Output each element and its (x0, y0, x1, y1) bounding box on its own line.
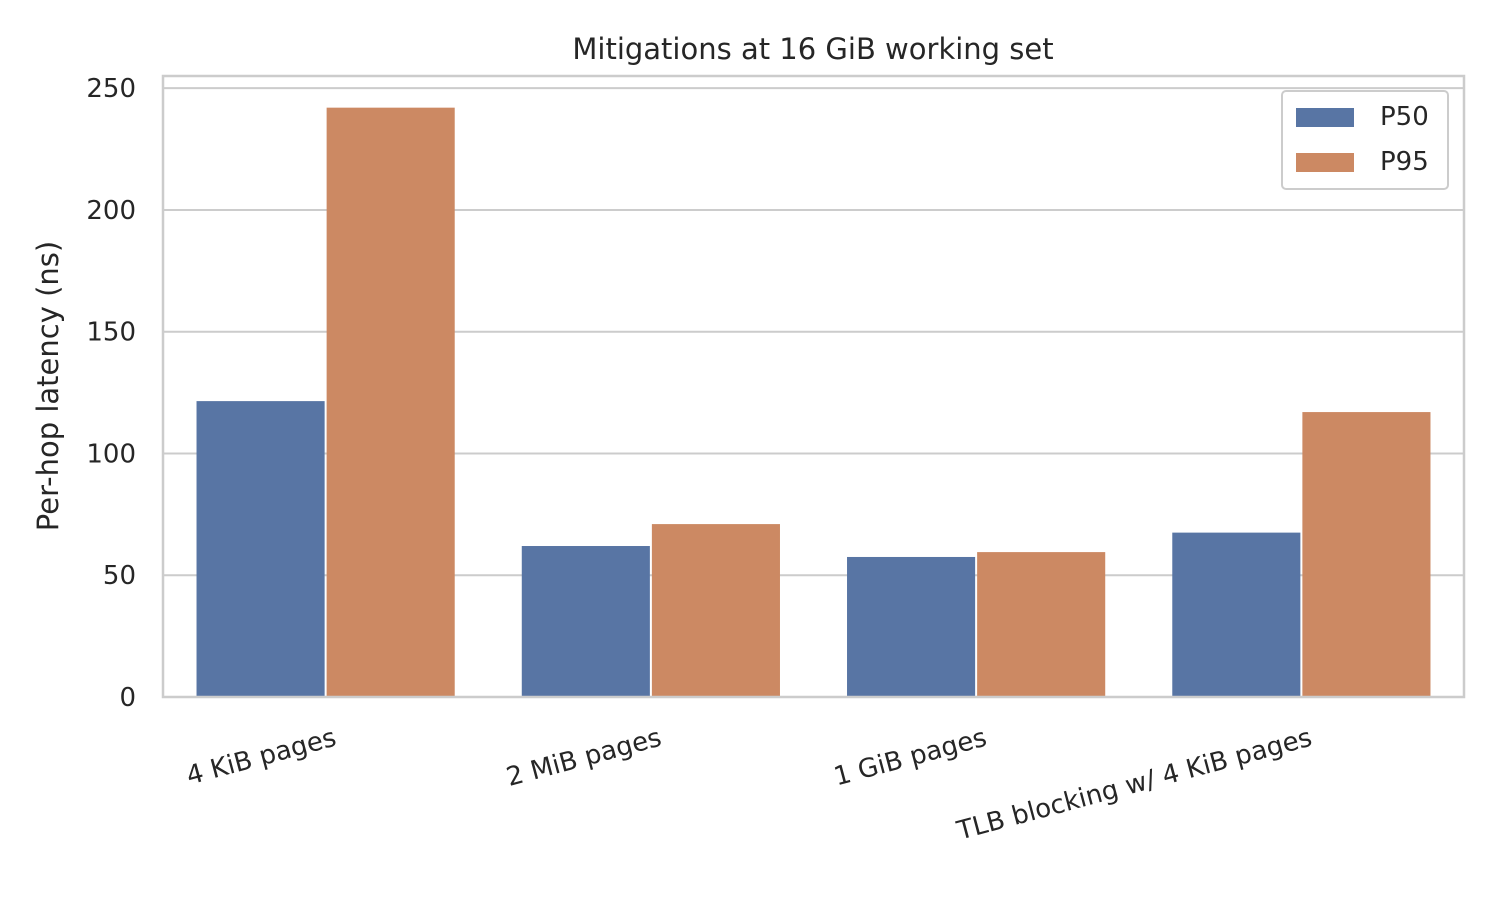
y-tick-label: 100 (86, 439, 136, 469)
bar-p95-1 (326, 107, 455, 698)
x-tick-label: 1 GiB pages (831, 723, 990, 793)
y-tick-label: 250 (86, 74, 136, 104)
chart-title: Mitigations at 16 GiB working set (572, 32, 1053, 66)
bars (196, 107, 1431, 698)
y-tick-label: 0 (119, 683, 136, 713)
bar-p95-2 (651, 524, 780, 697)
y-tick-label: 150 (86, 318, 136, 348)
bar-p95-3 (977, 552, 1106, 697)
bar-p50-4 (1172, 532, 1301, 697)
bar-p50-3 (847, 556, 976, 697)
legend-label-p50: P50 (1380, 102, 1429, 132)
x-tick-label: 2 MiB pages (503, 723, 664, 793)
y-tick-label: 200 (86, 196, 136, 226)
bar-p95-4 (1302, 412, 1431, 697)
legend-label-p95: P95 (1380, 147, 1429, 177)
legend-swatch-p50 (1296, 108, 1354, 127)
bar-p50-2 (521, 546, 650, 697)
plot-frame (161, 74, 1466, 699)
bar-p50-1 (196, 401, 325, 697)
y-axis-label: Per-hop latency (ns) (31, 241, 65, 531)
x-tick-label: TLB blocking w/ 4 KiB pages (953, 723, 1315, 847)
y-tick-label: 50 (103, 561, 136, 591)
x-tick-label: 4 KiB pages (183, 723, 339, 792)
legend: P50 P95 (1281, 90, 1449, 190)
legend-swatch-p95 (1296, 153, 1354, 172)
y-axis-ticks: 0 50 100 150 200 250 (86, 74, 136, 713)
